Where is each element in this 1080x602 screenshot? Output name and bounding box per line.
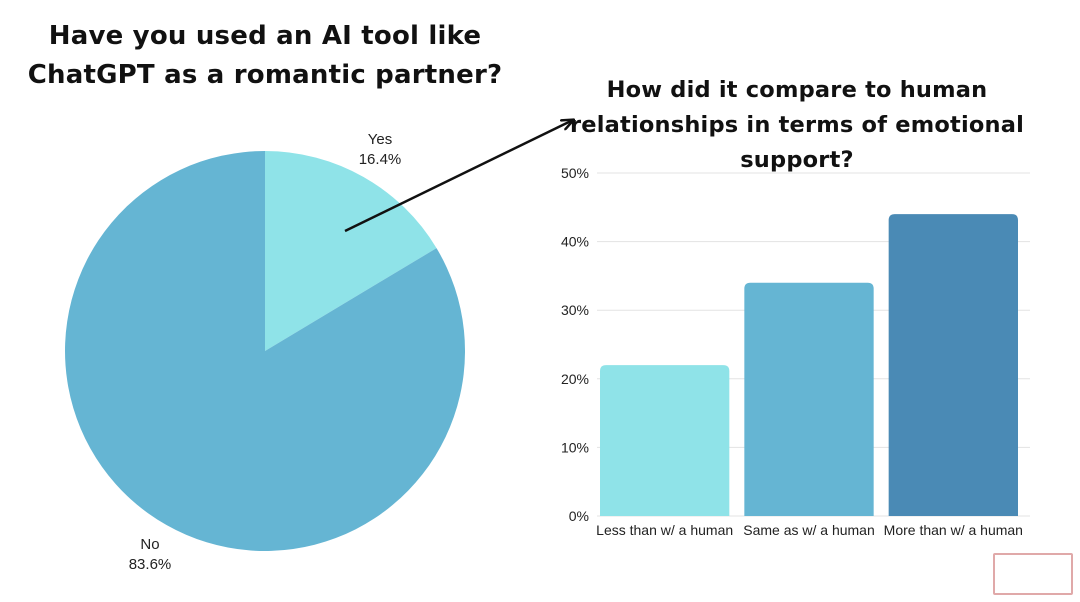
pie-slice-value-label: 83.6%: [129, 556, 172, 573]
y-tick-label: 20%: [561, 371, 589, 387]
x-category-label: More than w/ a human: [884, 522, 1023, 538]
connector-arrow: [344, 120, 573, 233]
y-tick-label: 40%: [561, 234, 589, 250]
pie-slice-no: [65, 151, 466, 551]
bar-3: [888, 214, 1018, 516]
pie-slice-label: No: [140, 536, 159, 553]
y-tick-label: 30%: [561, 302, 589, 318]
bar-1: [600, 365, 730, 516]
pie-slice-value-label: 16.4%: [359, 151, 402, 168]
x-category-label: Less than w/ a human: [596, 522, 733, 538]
pie-slice-yes: [265, 151, 437, 351]
y-tick-label: 0%: [569, 508, 589, 524]
bar-chart-title: How did it compare to human relationship…: [569, 77, 1025, 173]
pie-slice-label: Yes: [368, 131, 392, 148]
y-tick-label: 10%: [561, 439, 589, 455]
pie-chart-title: Have you used an AI tool like ChatGPT as…: [27, 21, 503, 90]
x-category-label: Same as w/ a human: [743, 522, 875, 538]
y-tick-label: 50%: [561, 165, 589, 181]
watermark-stamp: [993, 553, 1073, 595]
bar-2: [744, 282, 874, 516]
pie-chart: Yes 16.4% No 83.6%: [65, 131, 466, 573]
bar-chart: 0% 10% 20% 30% 40% 50% Less than w/ a human Sam…: [561, 165, 1030, 538]
